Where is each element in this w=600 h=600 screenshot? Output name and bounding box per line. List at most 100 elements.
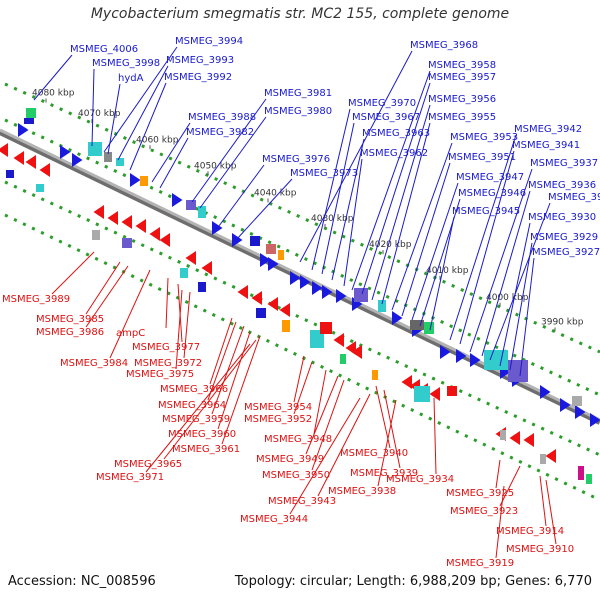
gene-block[interactable] xyxy=(180,268,188,278)
reverse-gene-label[interactable]: MSMEG_3950 xyxy=(262,470,330,481)
reverse-gene-label[interactable]: MSMEG_3943 xyxy=(268,496,336,507)
gene-block[interactable] xyxy=(354,288,368,302)
gene-block[interactable] xyxy=(92,230,100,240)
forward-gene-arrow[interactable] xyxy=(130,173,141,187)
reverse-gene-label[interactable]: ampC xyxy=(116,328,145,339)
reverse-gene-arrow[interactable] xyxy=(135,219,147,233)
gene-block[interactable] xyxy=(198,282,206,292)
reverse-gene-arrow[interactable] xyxy=(25,155,37,169)
forward-gene-arrow[interactable] xyxy=(540,385,551,399)
forward-gene-label[interactable]: MSMEG_3976 xyxy=(262,154,330,165)
gene-block[interactable] xyxy=(122,238,132,248)
forward-gene-label[interactable]: MSMEG_3945 xyxy=(452,206,520,217)
forward-gene-label[interactable]: MSMEG_3930 xyxy=(528,212,596,223)
reverse-gene-arrow[interactable] xyxy=(159,233,171,247)
gene-block[interactable] xyxy=(500,430,506,440)
forward-gene-label[interactable]: MSMEG_3931 xyxy=(548,192,600,203)
forward-gene-label[interactable]: MSMEG_3927 xyxy=(532,247,600,258)
reverse-gene-label[interactable]: MSMEG_3960 xyxy=(168,429,236,440)
forward-gene-label[interactable]: MSMEG_3941 xyxy=(512,140,580,151)
reverse-gene-label[interactable]: MSMEG_3961 xyxy=(172,444,240,455)
reverse-gene-arrow[interactable] xyxy=(279,303,291,317)
reverse-gene-arrow[interactable] xyxy=(237,285,249,299)
reverse-gene-arrow[interactable] xyxy=(333,333,345,347)
gene-block[interactable] xyxy=(266,244,276,254)
forward-gene-label[interactable]: MSMEG_3993 xyxy=(166,55,234,66)
reverse-gene-label[interactable]: MSMEG_3934 xyxy=(386,474,454,485)
reverse-gene-label[interactable]: MSMEG_3959 xyxy=(162,414,230,425)
reverse-gene-arrow[interactable] xyxy=(201,261,213,275)
reverse-gene-arrow[interactable] xyxy=(509,431,521,445)
forward-gene-arrow[interactable] xyxy=(300,275,311,289)
gene-block[interactable] xyxy=(186,200,196,210)
forward-gene-label[interactable]: MSMEG_3958 xyxy=(428,60,496,71)
reverse-gene-arrow[interactable] xyxy=(185,251,197,265)
reverse-gene-label[interactable]: MSMEG_3972 xyxy=(134,358,202,369)
forward-gene-arrow[interactable] xyxy=(72,153,83,167)
reverse-gene-arrow[interactable] xyxy=(93,205,105,219)
forward-gene-label[interactable]: MSMEG_4006 xyxy=(70,44,138,55)
forward-gene-label[interactable]: MSMEG_3980 xyxy=(264,106,332,117)
forward-gene-arrow[interactable] xyxy=(440,345,451,359)
gene-block[interactable] xyxy=(116,158,124,166)
forward-gene-arrow[interactable] xyxy=(290,271,301,285)
forward-gene-label[interactable]: MSMEG_3942 xyxy=(514,124,582,135)
forward-gene-label[interactable]: MSMEG_3982 xyxy=(186,127,254,138)
reverse-gene-label[interactable]: MSMEG_3914 xyxy=(496,526,564,537)
gene-block[interactable] xyxy=(88,142,102,156)
forward-gene-arrow[interactable] xyxy=(590,413,600,427)
gene-block[interactable] xyxy=(282,320,290,332)
reverse-gene-arrow[interactable] xyxy=(429,387,441,401)
reverse-gene-label[interactable]: MSMEG_3985 xyxy=(36,314,104,325)
reverse-gene-label[interactable]: MSMEG_3939 xyxy=(350,468,418,479)
forward-gene-label[interactable]: MSMEG_3936 xyxy=(528,180,596,191)
reverse-gene-label[interactable]: MSMEG_3919 xyxy=(446,558,514,569)
reverse-gene-label[interactable]: MSMEG_3977 xyxy=(132,342,200,353)
reverse-gene-label[interactable]: MSMEG_3964 xyxy=(158,400,226,411)
reverse-gene-arrow[interactable] xyxy=(545,449,557,463)
gene-block[interactable] xyxy=(250,236,260,246)
forward-gene-label[interactable]: MSMEG_3957 xyxy=(428,72,496,83)
forward-gene-arrow[interactable] xyxy=(260,253,271,267)
gene-block[interactable] xyxy=(320,322,332,334)
reverse-gene-label[interactable]: MSMEG_3966 xyxy=(160,384,228,395)
forward-gene-label[interactable]: MSMEG_3994 xyxy=(175,36,243,47)
gene-block[interactable] xyxy=(310,330,324,348)
gene-block[interactable] xyxy=(410,320,424,330)
forward-gene-label[interactable]: MSMEG_3953 xyxy=(450,132,518,143)
gene-block[interactable] xyxy=(578,466,584,480)
reverse-gene-label[interactable]: MSMEG_3949 xyxy=(256,454,324,465)
reverse-gene-label[interactable]: MSMEG_3940 xyxy=(340,448,408,459)
forward-gene-label[interactable]: MSMEG_3947 xyxy=(456,172,524,183)
reverse-gene-label[interactable]: MSMEG_3948 xyxy=(264,434,332,445)
gene-block[interactable] xyxy=(484,350,508,370)
gene-block[interactable] xyxy=(424,322,434,334)
reverse-gene-arrow[interactable] xyxy=(267,297,279,311)
forward-gene-label[interactable]: MSMEG_3951 xyxy=(448,152,516,163)
gene-block[interactable] xyxy=(414,386,430,402)
forward-gene-label[interactable]: MSMEG_3968 xyxy=(410,40,478,51)
forward-gene-label[interactable]: MSMEG_3937 xyxy=(530,158,598,169)
forward-gene-label[interactable]: MSMEG_3988 xyxy=(188,112,256,123)
forward-gene-label[interactable]: MSMEG_3956 xyxy=(428,94,496,105)
gene-block[interactable] xyxy=(140,176,148,186)
reverse-gene-label[interactable]: MSMEG_3975 xyxy=(126,369,194,380)
forward-gene-arrow[interactable] xyxy=(312,281,323,295)
reverse-gene-label[interactable]: MSMEG_3989 xyxy=(2,294,70,305)
forward-gene-arrow[interactable] xyxy=(232,233,243,247)
gene-block[interactable] xyxy=(26,108,36,118)
gene-block[interactable] xyxy=(24,118,34,124)
reverse-gene-arrow[interactable] xyxy=(121,215,133,229)
gene-block[interactable] xyxy=(447,386,457,396)
reverse-gene-arrow[interactable] xyxy=(13,151,25,165)
reverse-gene-label[interactable]: MSMEG_3986 xyxy=(36,327,104,338)
reverse-gene-arrow[interactable] xyxy=(351,345,363,359)
forward-gene-label[interactable]: MSMEG_3998 xyxy=(92,58,160,69)
forward-gene-label[interactable]: MSMEG_3962 xyxy=(360,148,428,159)
reverse-gene-arrow[interactable] xyxy=(401,375,413,389)
forward-gene-arrow[interactable] xyxy=(560,398,571,412)
reverse-gene-label[interactable]: MSMEG_3952 xyxy=(244,414,312,425)
reverse-gene-label[interactable]: MSMEG_3923 xyxy=(450,506,518,517)
forward-gene-label[interactable]: MSMEG_3967 xyxy=(352,112,420,123)
